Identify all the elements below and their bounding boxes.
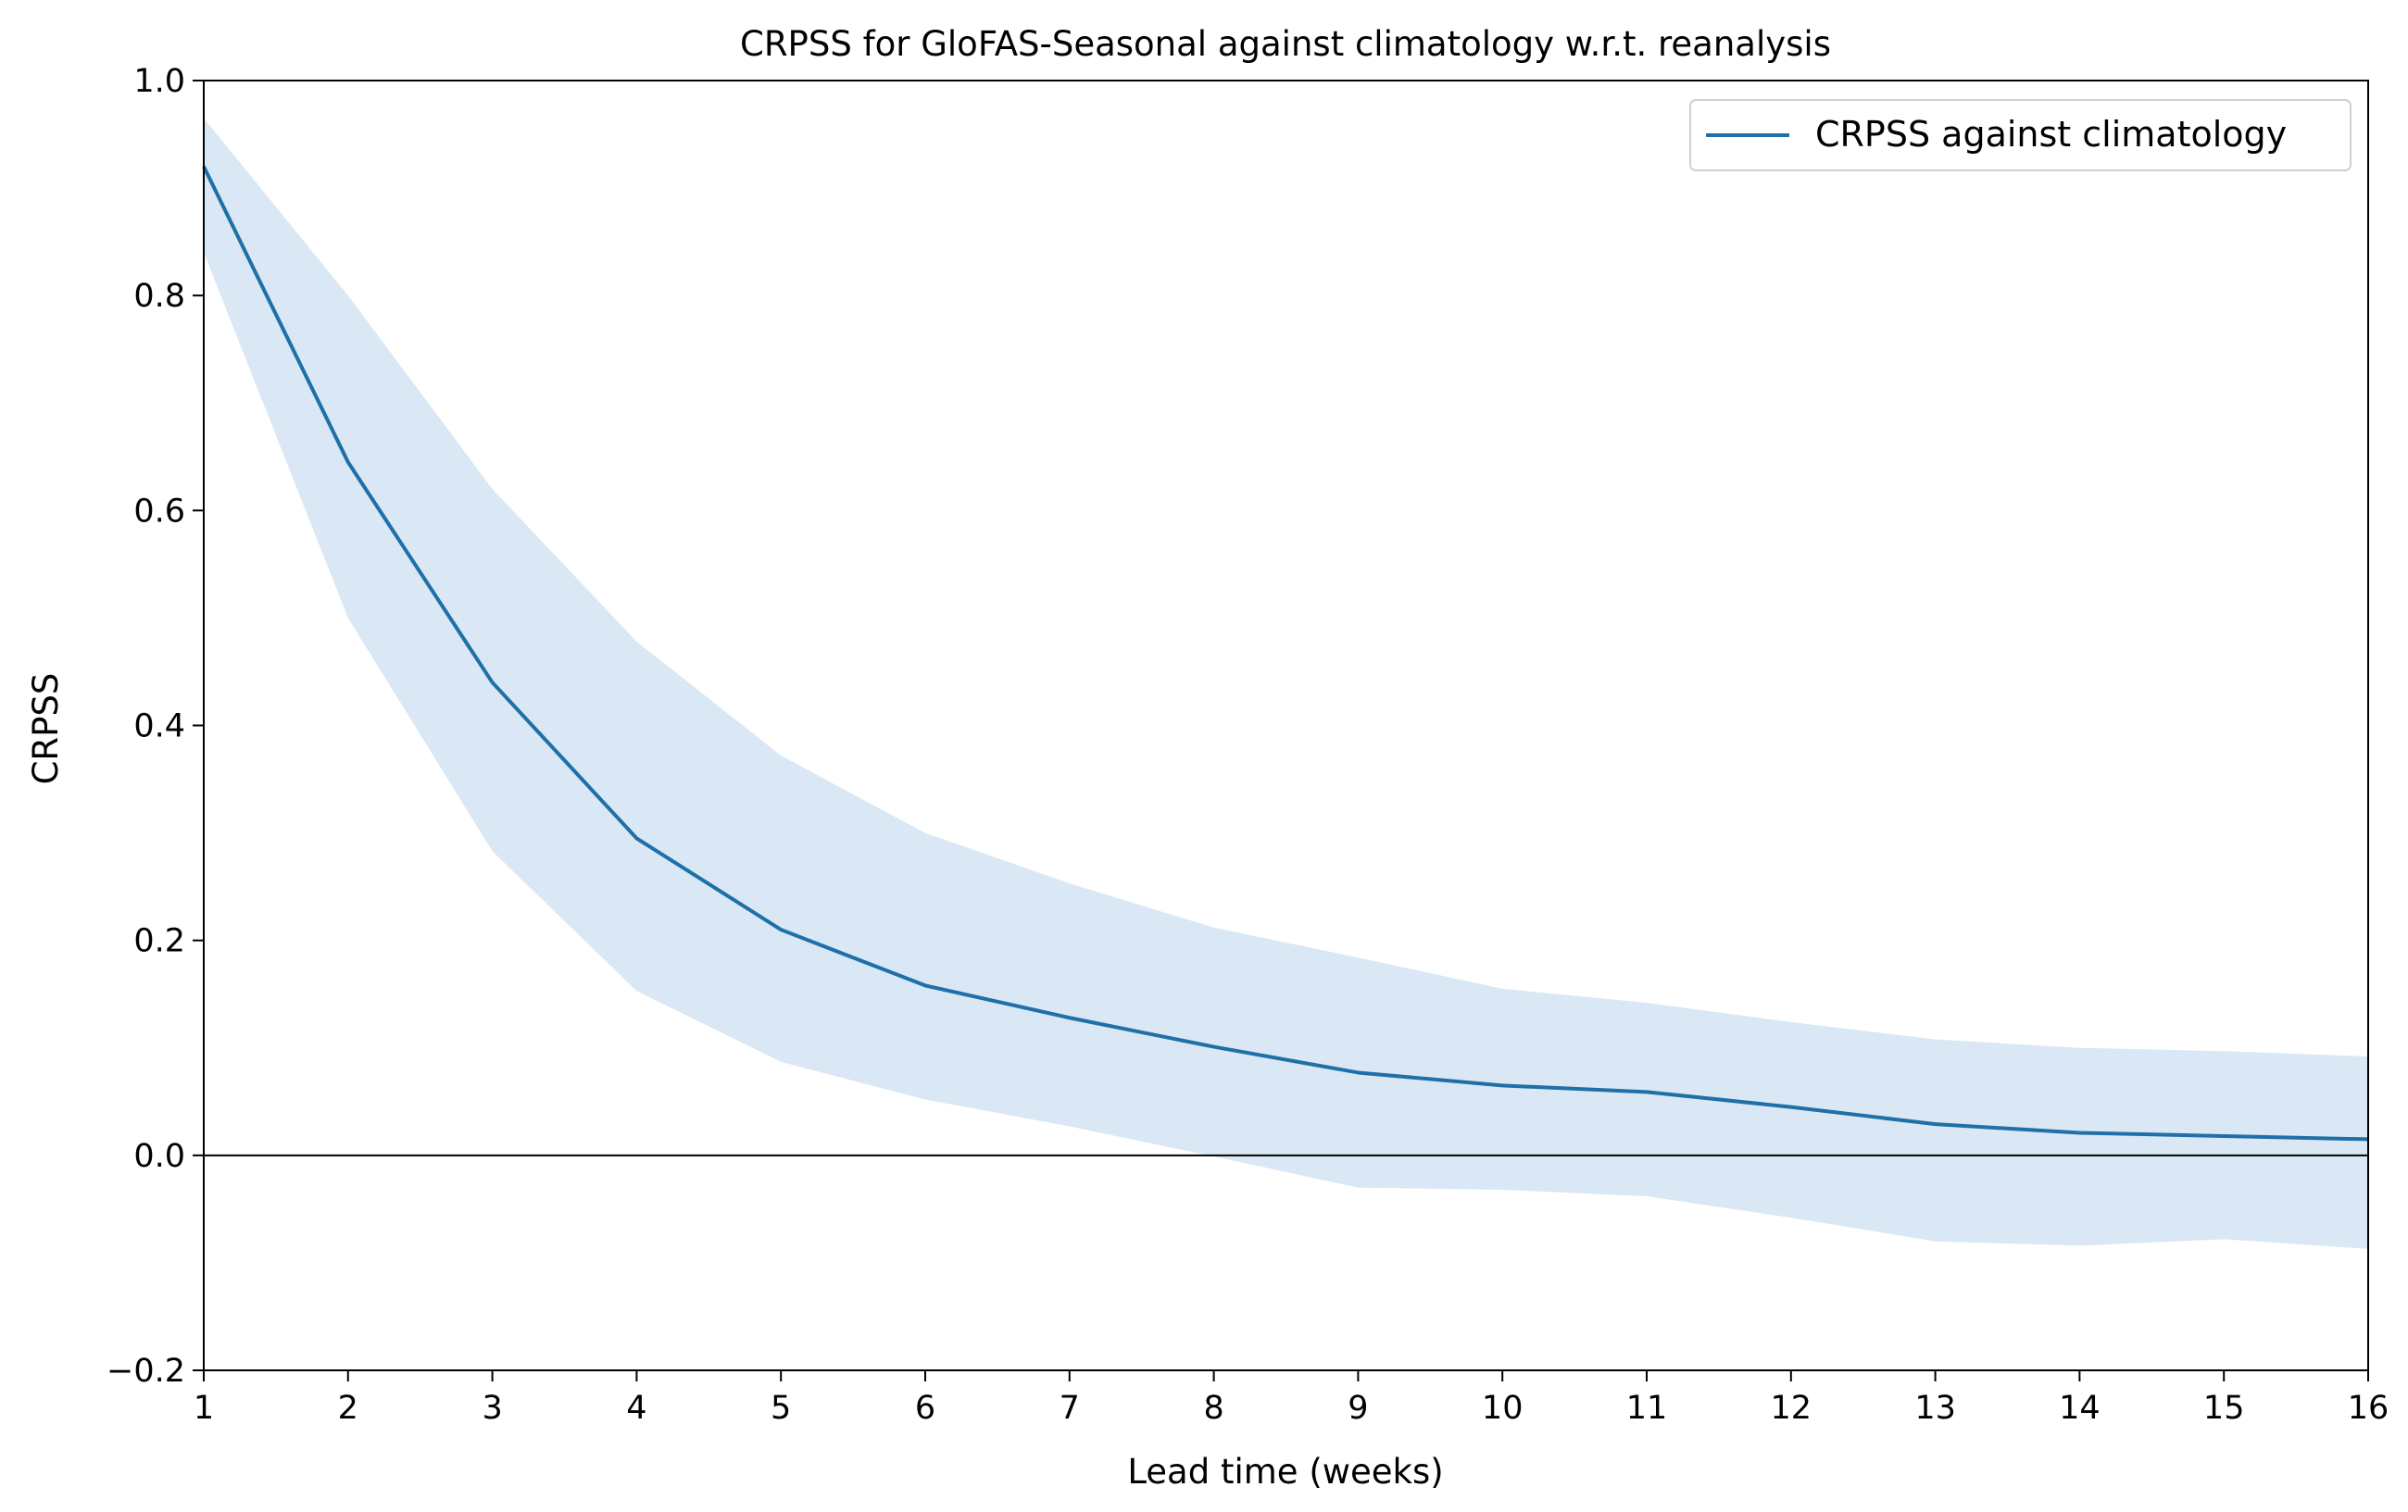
x-tick-label: 15 bbox=[2203, 1390, 2245, 1427]
series-line-layer bbox=[202, 165, 2369, 1142]
y-axis-label: CRPSS bbox=[26, 673, 66, 785]
y-tick-label: 1.0 bbox=[133, 63, 185, 100]
legend-box bbox=[1689, 99, 2352, 171]
x-tick-label: 8 bbox=[1203, 1390, 1223, 1427]
x-tick-label: 5 bbox=[771, 1390, 791, 1427]
x-tick-label: 10 bbox=[1482, 1390, 1524, 1427]
confidence-band bbox=[204, 118, 2368, 1249]
x-tick-label: 1 bbox=[194, 1390, 214, 1427]
x-tick-label: 2 bbox=[338, 1390, 358, 1427]
x-tick-label: 4 bbox=[626, 1390, 646, 1427]
x-tick-label: 3 bbox=[482, 1390, 502, 1427]
confidence-band-layer bbox=[204, 118, 2368, 1249]
y-tick-label: 0.8 bbox=[133, 278, 185, 315]
y-ticks: −0.2 0.0 0.2 0.4 0.6 0.8 1.0 bbox=[107, 63, 204, 1390]
y-tick-label: 0.0 bbox=[133, 1138, 185, 1175]
x-tick-label: 14 bbox=[2059, 1390, 2101, 1427]
x-tick-label: 9 bbox=[1348, 1390, 1368, 1427]
legend: CRPSS against climatology bbox=[1689, 99, 2352, 171]
legend-label: CRPSS against climatology bbox=[1815, 114, 2287, 155]
x-tick-label: 7 bbox=[1060, 1390, 1080, 1427]
x-tick-label: 16 bbox=[2348, 1390, 2389, 1427]
x-tick-label: 11 bbox=[1626, 1390, 1668, 1427]
y-tick-label: −0.2 bbox=[107, 1353, 185, 1390]
y-tick-label: 0.4 bbox=[133, 708, 185, 745]
x-axis-label: Lead time (weeks) bbox=[1127, 1452, 1443, 1492]
x-tick-label: 12 bbox=[1771, 1390, 1812, 1427]
chart-title: CRPSS for GloFAS-Seasonal against climat… bbox=[740, 24, 1831, 64]
x-ticks: 1 2 3 4 5 6 7 8 9 10 11 12 13 14 15 16 bbox=[194, 1370, 2389, 1427]
series-line bbox=[202, 165, 2369, 1142]
y-tick-label: 0.6 bbox=[133, 493, 185, 530]
x-tick-label: 6 bbox=[915, 1390, 935, 1427]
x-tick-label: 13 bbox=[1914, 1390, 1956, 1427]
y-tick-label: 0.2 bbox=[133, 923, 185, 960]
